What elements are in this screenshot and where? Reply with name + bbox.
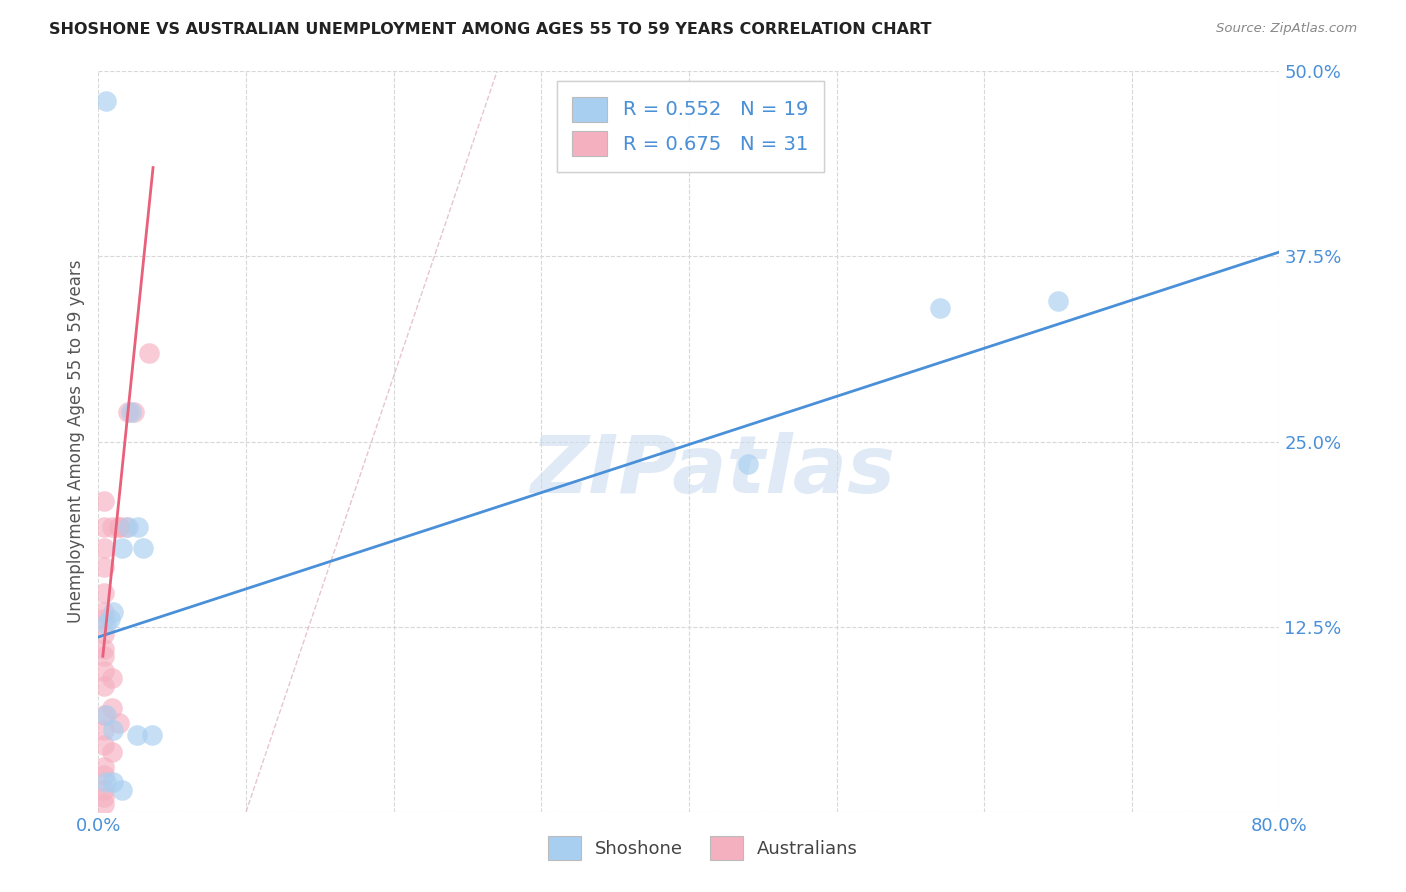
Legend: Shoshone, Australians: Shoshone, Australians	[541, 830, 865, 867]
Point	[111, 782, 134, 797]
Point	[108, 520, 131, 534]
Point	[93, 541, 115, 556]
Point	[93, 585, 115, 599]
Point	[93, 738, 115, 752]
Point	[125, 728, 148, 742]
Point	[93, 767, 115, 781]
Text: Source: ZipAtlas.com: Source: ZipAtlas.com	[1216, 22, 1357, 36]
Point	[93, 782, 115, 797]
Point	[115, 520, 138, 534]
Point	[103, 605, 125, 619]
Point	[93, 797, 115, 812]
Point	[94, 708, 117, 723]
Point	[100, 520, 122, 534]
Point	[1046, 293, 1070, 308]
Point	[93, 723, 115, 738]
Point	[93, 520, 115, 534]
Y-axis label: Unemployment Among Ages 55 to 59 years: Unemployment Among Ages 55 to 59 years	[66, 260, 84, 624]
Point	[93, 679, 115, 693]
Point	[127, 520, 149, 534]
Point	[93, 627, 115, 641]
Point	[100, 746, 122, 760]
Text: SHOSHONE VS AUSTRALIAN UNEMPLOYMENT AMONG AGES 55 TO 59 YEARS CORRELATION CHART: SHOSHONE VS AUSTRALIAN UNEMPLOYMENT AMON…	[49, 22, 932, 37]
Point	[737, 457, 759, 471]
Point	[108, 520, 131, 534]
Point	[98, 612, 121, 626]
Point	[100, 701, 122, 715]
Point	[100, 672, 122, 686]
Point	[108, 715, 131, 730]
Point	[93, 708, 115, 723]
Point	[103, 723, 125, 738]
Point	[93, 641, 115, 656]
Point	[93, 789, 115, 804]
Point	[138, 345, 160, 359]
Point	[94, 775, 117, 789]
Point	[93, 649, 115, 664]
Point	[122, 405, 145, 419]
Point	[93, 664, 115, 678]
Point	[111, 541, 134, 556]
Point	[93, 605, 115, 619]
Point	[117, 405, 139, 419]
Point	[132, 541, 155, 556]
Text: ZIPatlas: ZIPatlas	[530, 432, 896, 510]
Point	[120, 405, 142, 419]
Point	[93, 560, 115, 574]
Point	[93, 760, 115, 774]
Point	[141, 728, 163, 742]
Point	[94, 94, 117, 108]
Legend: R = 0.552   N = 19, R = 0.675   N = 31: R = 0.552 N = 19, R = 0.675 N = 31	[557, 81, 824, 172]
Point	[93, 493, 115, 508]
Point	[929, 301, 952, 316]
Point	[103, 775, 125, 789]
Point	[117, 520, 139, 534]
Point	[94, 616, 117, 631]
Point	[93, 612, 115, 626]
